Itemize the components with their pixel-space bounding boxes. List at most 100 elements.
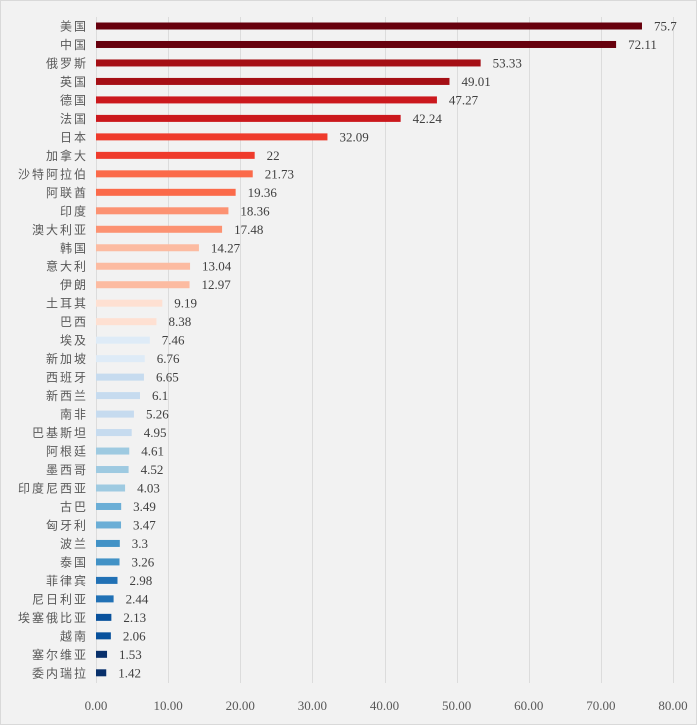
bar xyxy=(96,613,112,621)
bar xyxy=(96,336,150,344)
category-label: 法国 xyxy=(60,112,88,126)
bar xyxy=(96,96,437,104)
data-label: 1.42 xyxy=(118,665,141,680)
category-label: 泰国 xyxy=(60,555,88,569)
data-label: 13.04 xyxy=(202,259,232,274)
data-label: 6.76 xyxy=(157,351,180,366)
x-tick-label: 20.00 xyxy=(226,698,255,713)
data-label: 19.36 xyxy=(248,185,278,200)
bars xyxy=(96,22,642,677)
category-labels: 美国中国俄罗斯英国德国法国日本加拿大沙特阿拉伯阿联酋印度澳大利亚韩国意大利伊朗土… xyxy=(18,20,88,681)
bar xyxy=(96,558,120,566)
bar xyxy=(96,410,134,418)
category-label: 德国 xyxy=(60,92,88,107)
category-label: 匈牙利 xyxy=(46,518,88,532)
bar xyxy=(96,114,401,122)
category-label: 土耳其 xyxy=(46,297,88,311)
data-label: 4.95 xyxy=(144,425,167,440)
category-label: 新加坡 xyxy=(46,351,88,366)
category-label: 埃塞俄比亚 xyxy=(18,610,88,625)
data-label: 2.44 xyxy=(126,591,149,606)
category-label: 墨西哥 xyxy=(46,463,88,477)
data-label: 8.38 xyxy=(168,314,191,329)
category-label: 美国 xyxy=(60,20,88,34)
category-label: 尼日利亚 xyxy=(32,592,88,606)
bar xyxy=(96,299,163,307)
category-label: 中国 xyxy=(60,37,88,52)
data-label: 1.53 xyxy=(119,647,142,662)
data-label: 72.11 xyxy=(628,37,657,52)
data-label: 2.13 xyxy=(123,610,146,625)
category-label: 波兰 xyxy=(60,537,88,551)
category-label: 巴西 xyxy=(60,315,88,329)
data-label: 3.3 xyxy=(132,536,148,551)
data-label: 42.24 xyxy=(413,111,443,126)
data-label: 49.01 xyxy=(461,74,490,89)
data-label: 22 xyxy=(267,148,280,163)
data-label: 14.27 xyxy=(211,240,241,255)
bar xyxy=(96,595,114,603)
data-label: 17.48 xyxy=(234,222,263,237)
category-label: 南非 xyxy=(60,407,88,422)
category-label: 日本 xyxy=(60,130,88,144)
data-label: 2.98 xyxy=(129,573,152,588)
x-tick-label: 0.00 xyxy=(85,698,108,713)
bar xyxy=(96,59,481,67)
bar xyxy=(96,355,145,363)
bar xyxy=(96,225,223,233)
bar xyxy=(96,447,130,455)
data-label: 12.97 xyxy=(202,277,232,292)
data-label: 2.06 xyxy=(123,628,146,643)
gridlines xyxy=(96,17,674,683)
bar xyxy=(96,576,118,584)
data-label: 6.1 xyxy=(152,388,168,403)
data-label: 47.27 xyxy=(449,92,479,107)
x-tick-label: 10.00 xyxy=(154,698,183,713)
category-label: 伊朗 xyxy=(60,278,88,292)
bar xyxy=(96,22,642,30)
data-label: 18.36 xyxy=(240,203,270,218)
bar xyxy=(96,632,111,640)
data-label: 3.47 xyxy=(133,517,156,532)
data-label: 4.61 xyxy=(141,444,164,459)
x-axis-ticks: 0.00 10.00 20.00 30.00 40.00 50.00 60.00 70.00 8… xyxy=(85,698,688,713)
data-label: 75.7 xyxy=(654,19,677,34)
bar xyxy=(96,484,126,492)
category-label: 加拿大 xyxy=(46,148,88,163)
category-label: 塞尔维亚 xyxy=(32,647,88,662)
bar xyxy=(96,281,190,289)
bar xyxy=(96,40,617,48)
bar xyxy=(96,262,191,270)
x-tick-label: 30.00 xyxy=(298,698,327,713)
category-label: 印度 xyxy=(60,203,88,218)
category-label: 菲律宾 xyxy=(46,573,88,588)
category-label: 西班牙 xyxy=(46,371,88,385)
category-label: 委内瑞拉 xyxy=(32,665,88,680)
bar xyxy=(96,188,236,196)
bar xyxy=(96,539,120,547)
x-tick-label: 70.00 xyxy=(586,698,615,713)
category-label: 韩国 xyxy=(60,240,88,255)
bar xyxy=(96,170,253,178)
data-label: 4.52 xyxy=(141,462,164,477)
category-label: 阿根廷 xyxy=(46,445,88,459)
data-label: 4.03 xyxy=(137,481,160,496)
category-label: 澳大利亚 xyxy=(32,223,88,237)
category-label: 阿联酋 xyxy=(46,185,88,200)
bar xyxy=(96,151,255,159)
category-label: 越南 xyxy=(60,628,88,643)
bar xyxy=(96,244,199,252)
category-label: 俄罗斯 xyxy=(46,56,88,70)
bar xyxy=(96,133,328,141)
bar xyxy=(96,669,107,677)
data-label: 9.19 xyxy=(174,296,197,311)
data-label: 5.26 xyxy=(146,407,169,422)
x-tick-label: 80.00 xyxy=(658,698,687,713)
data-label: 3.26 xyxy=(132,554,155,569)
category-label: 新西兰 xyxy=(46,388,88,403)
bar xyxy=(96,373,144,381)
category-label: 古巴 xyxy=(60,499,88,514)
data-label: 21.73 xyxy=(265,166,294,181)
